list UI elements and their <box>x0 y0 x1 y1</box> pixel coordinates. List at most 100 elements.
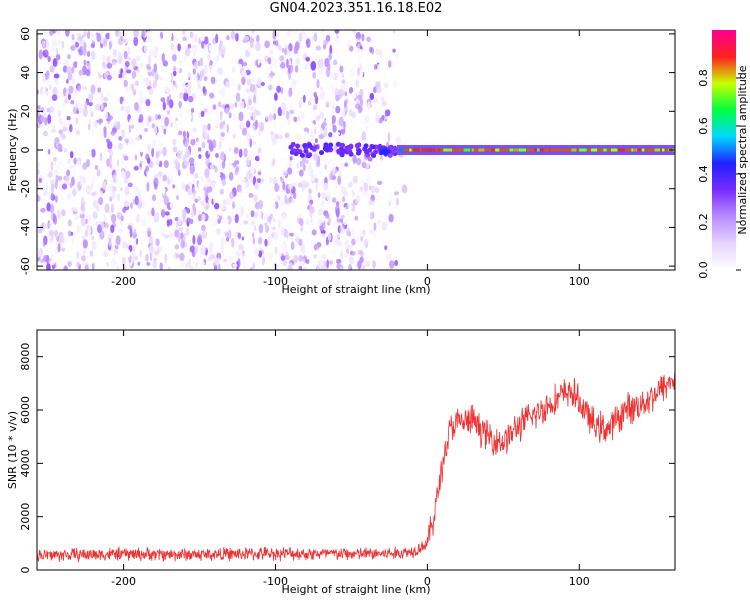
spectrogram-cell <box>124 264 127 270</box>
spectrogram-cell <box>351 228 355 238</box>
spectrogram-cell <box>268 113 274 122</box>
spectrogram-cell <box>131 58 137 69</box>
spectrogram-cell <box>74 133 77 142</box>
spectrogram-cell <box>63 235 69 244</box>
spectrogram-cell <box>90 43 95 48</box>
spectrogram-cell <box>340 250 344 260</box>
spectrogram-cell <box>355 32 362 40</box>
spectrogram-cell <box>321 138 325 145</box>
spectrogram-cell <box>255 110 261 116</box>
spectrogram-cell <box>50 161 54 171</box>
spectrogram-cell <box>47 122 50 132</box>
spectrogram-cell <box>100 103 104 110</box>
spectrogram-cell <box>43 112 47 117</box>
spectrogram-cell <box>296 224 301 229</box>
spectrogram-cell <box>373 96 379 104</box>
snr-y-ticks: 0 2000 4000 6000 8000 <box>19 343 675 574</box>
spectrogram-cell <box>314 177 319 184</box>
spectrogram-cell <box>172 146 178 153</box>
spectrogram-cell <box>344 99 347 108</box>
spectrogram-cell <box>379 200 385 211</box>
spectrogram-cell <box>91 176 96 185</box>
spectrogram-cell <box>274 246 278 255</box>
spectrogram-cell <box>76 261 80 268</box>
spectrogram-cell <box>173 99 178 104</box>
spectrogram-cell <box>237 84 241 91</box>
signal-band-segment <box>478 148 485 152</box>
spectrogram-cell <box>252 237 255 245</box>
spectrogram-x-ticks: -200 -100 0 100 <box>111 30 590 288</box>
spectrogram-cell <box>369 228 375 234</box>
spectrogram-cell <box>86 159 90 167</box>
spectrogram-cell <box>67 72 73 81</box>
spectrogram-cell <box>335 208 340 218</box>
spectrogram-cell <box>297 182 303 188</box>
spectrogram-cell <box>236 166 239 173</box>
spectrogram-cell <box>377 180 383 185</box>
spectrogram-cell <box>159 262 163 270</box>
spectrogram-cell <box>202 86 206 94</box>
spectrogram-x-tick-label: -100 <box>263 275 288 288</box>
spectrogram-cell <box>360 179 365 187</box>
snr-x-tick-label: 0 <box>424 575 431 588</box>
spectrogram-cell <box>357 67 360 77</box>
spectrogram-cell <box>329 173 333 181</box>
spectrogram-cell <box>120 35 123 42</box>
spectrogram-cell <box>148 55 151 65</box>
spectrogram-cell <box>98 118 103 124</box>
spectrogram-cell <box>344 91 348 97</box>
spectrogram-cell <box>338 116 344 127</box>
spectrogram-cell <box>267 216 272 222</box>
spectrogram-cell <box>325 212 330 219</box>
spectrogram-cell <box>138 124 143 130</box>
spectrogram-cell <box>361 161 367 169</box>
spectrogram-cell <box>170 248 177 253</box>
spectrogram-cell <box>367 101 371 111</box>
spectrogram-cell <box>218 140 222 150</box>
spectrogram-cell <box>118 142 123 150</box>
spectrogram-cell <box>178 130 183 136</box>
spectrogram-cell <box>220 45 226 55</box>
spectrogram-cell <box>283 170 288 176</box>
spectrogram-cell <box>77 160 81 166</box>
spectrogram-cell <box>287 265 293 270</box>
spectrogram-cell <box>141 199 145 209</box>
spectrogram-cell <box>351 111 356 119</box>
spectrogram-cell <box>79 39 83 47</box>
spectrogram-cell <box>322 43 327 50</box>
spectrogram-cell <box>172 53 177 62</box>
spectrogram-cell <box>281 47 285 53</box>
spectrogram-cell <box>146 261 151 266</box>
spectrogram-cell <box>328 142 334 148</box>
spectrogram-cell <box>52 43 55 54</box>
spectrogram-cell <box>91 50 96 60</box>
spectrogram-cell <box>68 85 74 94</box>
spectrogram-cell <box>254 248 260 256</box>
spectrogram-cell <box>241 236 245 241</box>
spectrogram-cell <box>49 65 55 73</box>
signal-band-segment <box>610 148 618 152</box>
spectrogram-cell <box>56 261 61 270</box>
spectrogram-cell <box>194 245 199 255</box>
spectrogram-cell <box>257 171 262 176</box>
spectrogram-cell <box>385 115 390 121</box>
spectrogram-cell <box>335 105 341 114</box>
spectrogram-cell <box>50 192 54 200</box>
signal-band-segment <box>412 148 421 152</box>
spectrogram-cell <box>116 212 123 220</box>
spectrogram-cell <box>139 97 144 104</box>
spectrogram-cell <box>116 121 121 130</box>
spectrogram-cell <box>209 30 215 36</box>
spectrogram-cell <box>273 113 277 121</box>
spectrogram-cell <box>208 44 214 53</box>
spectrogram-cell <box>172 138 177 146</box>
spectrogram-cell <box>238 111 244 122</box>
spectrogram-cell <box>180 149 184 155</box>
spectrogram-cell <box>164 86 170 93</box>
spectrogram-cell <box>143 188 148 196</box>
spectrogram-cell <box>357 250 363 255</box>
spectrogram-cell <box>255 34 260 43</box>
spectrogram-cell <box>179 112 183 117</box>
